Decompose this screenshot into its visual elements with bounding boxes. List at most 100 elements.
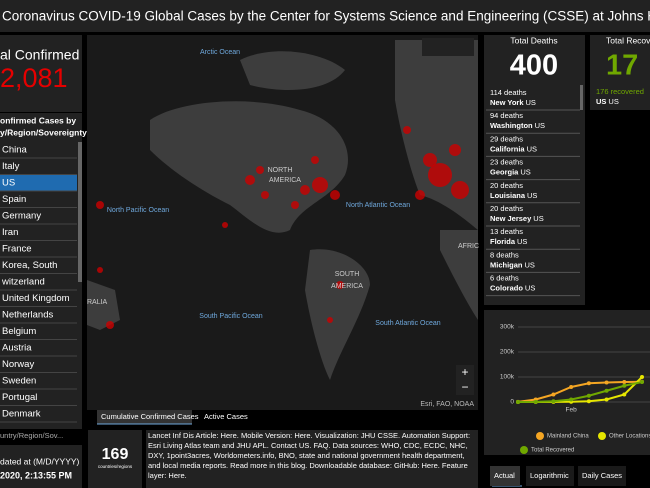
country-name[interactable]: China: [2, 145, 28, 156]
legend-swatch: [520, 446, 528, 454]
place: Colorado: [490, 284, 523, 293]
death-count[interactable]: 13 deaths: [490, 227, 523, 236]
series-point: [551, 399, 556, 404]
country-name[interactable]: Norway: [2, 359, 34, 370]
place: New Jersey: [490, 214, 532, 223]
series-point: [586, 381, 591, 386]
chart-tab-label[interactable]: Daily Cases: [582, 471, 622, 480]
place: US: [596, 97, 606, 106]
death-count[interactable]: 94 deaths: [490, 111, 523, 120]
death-place[interactable]: Colorado US: [490, 284, 535, 293]
country: US: [608, 97, 618, 106]
map-label: North Atlantic Ocean: [346, 202, 410, 209]
place: Michigan: [490, 260, 523, 269]
selected-row[interactable]: [0, 175, 77, 191]
country-name[interactable]: Germany: [2, 211, 41, 222]
country-name[interactable]: Spain: [2, 194, 26, 205]
country-name[interactable]: Sweden: [2, 376, 36, 387]
chart-tab-label[interactable]: Logarithmic: [530, 471, 569, 480]
y-tick-label: 100k: [500, 374, 515, 381]
recovered-panel: [590, 35, 650, 110]
case-dot: [311, 156, 319, 164]
recovered-label: Total Recove: [606, 35, 650, 45]
scrollbar[interactable]: [78, 142, 82, 282]
death-place[interactable]: Louisiana US: [490, 191, 537, 200]
map-label: AMERICA: [331, 283, 363, 290]
map: Arctic Ocean NORTH AMERICA North Pacific…: [87, 35, 479, 410]
map-label: South Pacific Ocean: [199, 313, 263, 320]
case-dot: [327, 317, 333, 323]
legend-swatch: [536, 432, 544, 440]
death-place[interactable]: Washington US: [490, 121, 545, 130]
country-name[interactable]: Italy: [2, 161, 20, 172]
map-label: SOUTH: [335, 271, 360, 278]
recovered-value: 17: [606, 50, 638, 82]
death-place[interactable]: New Jersey US: [490, 214, 544, 223]
chart-tab[interactable]: [526, 466, 574, 486]
death-count[interactable]: 20 deaths: [490, 181, 523, 190]
death-count[interactable]: 29 deaths: [490, 134, 523, 143]
death-count[interactable]: 8 deaths: [490, 250, 519, 259]
chart-tab[interactable]: [578, 466, 626, 486]
country-name[interactable]: Netherlands: [2, 310, 53, 321]
x-tick-label: Feb: [566, 407, 578, 414]
death-count[interactable]: 114 deaths: [490, 88, 527, 97]
country-name[interactable]: witzerland: [1, 277, 45, 288]
death-count[interactable]: 20 deaths: [490, 204, 523, 213]
case-dot: [261, 191, 269, 199]
death-place[interactable]: Florida US: [490, 237, 527, 246]
confirmed-value: 2,081: [0, 63, 68, 93]
land: [240, 51, 345, 90]
country-name[interactable]: Portugal: [2, 392, 37, 403]
country-name[interactable]: France: [2, 244, 32, 255]
case-dot: [106, 321, 114, 329]
series-point: [533, 399, 538, 404]
chart-tab-label[interactable]: Actual: [494, 471, 515, 480]
death-place[interactable]: New York US: [490, 98, 536, 107]
map-label: Arctic Ocean: [200, 49, 240, 56]
series-point: [622, 383, 627, 388]
legend-label: Mainland China: [547, 434, 589, 440]
country-name[interactable]: Denmark: [2, 409, 41, 420]
zoom-control[interactable]: [456, 365, 474, 395]
zoom-in[interactable]: +: [461, 365, 468, 379]
death-place[interactable]: Georgia US: [490, 168, 531, 177]
country-name[interactable]: Belgium: [2, 326, 36, 337]
place: Georgia: [490, 168, 519, 177]
country-name[interactable]: Korea, South: [2, 260, 57, 271]
y-tick-label: 200k: [500, 349, 515, 356]
map-tab[interactable]: Cumulative Confirmed Cases: [101, 412, 199, 421]
zoom-out[interactable]: −: [461, 380, 468, 394]
map-tab[interactable]: Active Cases: [204, 412, 248, 421]
info-text: Lancet Inf Dis Article: Here. Mobile Ver…: [148, 431, 471, 480]
updated-panel: [0, 445, 82, 488]
country: US: [517, 237, 527, 246]
case-dot: [96, 201, 104, 209]
death-place[interactable]: Michigan US: [490, 260, 535, 269]
map-toolbar[interactable]: [422, 38, 474, 56]
chart-tab[interactable]: [490, 466, 520, 486]
country-name[interactable]: United Kingdom: [2, 293, 70, 304]
death-count[interactable]: 6 deaths: [490, 274, 519, 283]
scrollbar[interactable]: [580, 85, 583, 110]
case-dot: [336, 281, 344, 289]
series-line: [517, 381, 643, 403]
country-name[interactable]: Iran: [2, 227, 18, 238]
case-dot: [291, 201, 299, 209]
updated-label: dated at (M/D/YYYY): [0, 456, 80, 466]
death-count[interactable]: 23 deaths: [490, 158, 523, 167]
place: Louisiana: [490, 191, 526, 200]
land: [305, 249, 370, 380]
tab-selected[interactable]: [97, 410, 192, 424]
case-dot: [423, 153, 437, 167]
confirmed-label: al Confirmed: [0, 47, 79, 63]
deaths-value: 400: [510, 50, 558, 82]
series-point: [640, 375, 644, 379]
country-name[interactable]: Austria: [2, 343, 32, 354]
country-name[interactable]: US: [2, 178, 15, 189]
list-footer: untry/Region/Sov...: [0, 431, 63, 440]
death-place[interactable]: California US: [490, 144, 537, 153]
